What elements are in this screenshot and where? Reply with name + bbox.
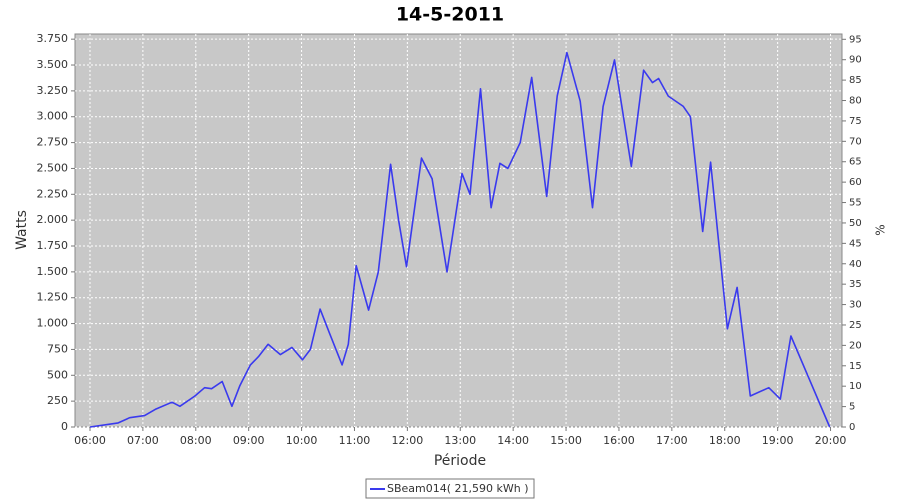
y2-tick-label: 0 xyxy=(849,422,855,433)
y-tick-label: 2.250 xyxy=(37,187,69,200)
y-tick-label: 3.500 xyxy=(37,58,69,71)
y2-tick-label: 20 xyxy=(849,340,862,351)
y2-tick-label: 65 xyxy=(849,157,862,168)
y-tick-label: 1.750 xyxy=(37,239,69,252)
plot-area xyxy=(74,33,843,428)
y2-tick-label: 5 xyxy=(849,402,855,413)
x-tick-label: 15:00 xyxy=(550,434,582,447)
y-tick-label: 3.250 xyxy=(37,84,69,97)
y2-tick-label: 95 xyxy=(849,34,862,45)
y-tick-label: 1.250 xyxy=(37,291,69,304)
y2-tick-label: 40 xyxy=(849,259,862,270)
y2-tick-label: 50 xyxy=(849,218,862,229)
x-tick-label: 07:00 xyxy=(127,434,159,447)
y-tick-label: 750 xyxy=(47,342,68,355)
legend-label: SBeam014( 21,590 kWh ) xyxy=(387,482,529,495)
y2-tick-label: 30 xyxy=(849,300,862,311)
y2-tick-label: 80 xyxy=(849,96,862,107)
x-tick-label: 06:00 xyxy=(74,434,106,447)
y-tick-label: 1.000 xyxy=(37,317,69,330)
chart-title: 14-5-2011 xyxy=(396,4,504,26)
y-tick-label: 500 xyxy=(47,368,68,381)
x-tick-label: 17:00 xyxy=(656,434,688,447)
legend xyxy=(365,478,535,499)
y2-tick-label: 55 xyxy=(849,198,862,209)
y2-tick-label: 60 xyxy=(849,177,862,188)
y-tick-label: 2.750 xyxy=(37,136,69,149)
y2-tick-label: 85 xyxy=(849,75,862,86)
y2-tick-label: 25 xyxy=(849,320,862,331)
y-tick-label: 2.500 xyxy=(37,161,69,174)
y-tick-label: 2.000 xyxy=(37,213,69,226)
x-tick-label: 20:00 xyxy=(815,434,847,447)
y-tick-label: 3.750 xyxy=(37,32,69,45)
x-tick-label: 12:00 xyxy=(392,434,424,447)
y2-tick-label: 15 xyxy=(849,361,862,372)
x-axis-label: Période xyxy=(434,453,486,469)
x-tick-label: 19:00 xyxy=(762,434,794,447)
x-tick-label: 09:00 xyxy=(233,434,265,447)
y2-tick-label: 75 xyxy=(849,116,862,127)
y2-tick-label: 70 xyxy=(849,136,862,147)
y-tick-label: 0 xyxy=(61,420,68,433)
data-line xyxy=(89,51,831,428)
x-tick-label: 11:00 xyxy=(339,434,371,447)
y-tick-label: 1.500 xyxy=(37,265,69,278)
x-tick-label: 14:00 xyxy=(497,434,529,447)
x-tick-label: 16:00 xyxy=(603,434,635,447)
x-tick-label: 10:00 xyxy=(286,434,318,447)
y2-tick-label: 45 xyxy=(849,238,862,249)
y2-tick-label: 35 xyxy=(849,279,862,290)
x-tick-label: 13:00 xyxy=(444,434,476,447)
x-tick-label: 18:00 xyxy=(709,434,741,447)
y2-tick-label: 90 xyxy=(849,55,862,66)
y2-tick-label: 10 xyxy=(849,381,862,392)
y2-axis-label: % xyxy=(874,224,888,235)
y-tick-label: 3.000 xyxy=(37,110,69,123)
y-tick-label: 250 xyxy=(47,394,68,407)
y-axis-label: Watts xyxy=(14,210,30,250)
x-tick-label: 08:00 xyxy=(180,434,212,447)
